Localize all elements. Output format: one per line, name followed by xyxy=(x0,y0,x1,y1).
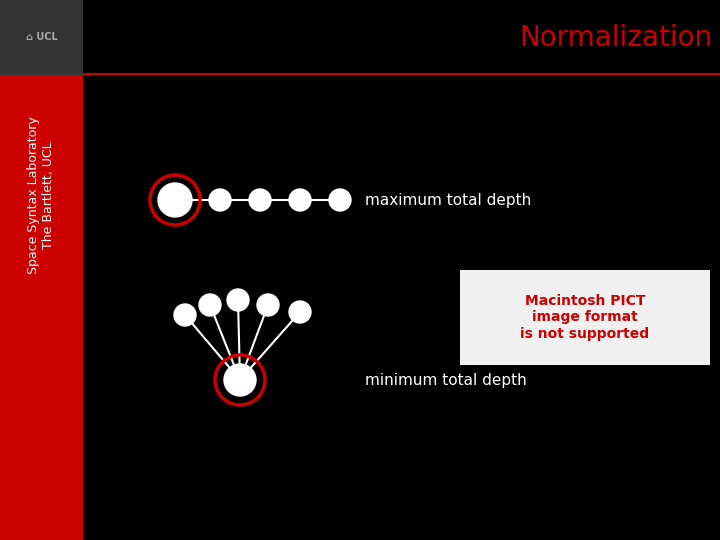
Text: minimum total depth: minimum total depth xyxy=(365,373,527,388)
Circle shape xyxy=(224,364,256,396)
Circle shape xyxy=(289,189,311,211)
Circle shape xyxy=(209,189,231,211)
Circle shape xyxy=(174,304,196,326)
Text: maximum total depth: maximum total depth xyxy=(365,192,531,207)
Circle shape xyxy=(249,189,271,211)
Text: Space Syntax Laboratory
The Bartlett, UCL: Space Syntax Laboratory The Bartlett, UC… xyxy=(27,116,55,274)
Bar xyxy=(0,75,83,540)
Circle shape xyxy=(158,183,192,217)
Bar xyxy=(0,0,83,75)
Bar xyxy=(460,270,710,365)
Text: Normalization: Normalization xyxy=(519,24,712,51)
Circle shape xyxy=(329,189,351,211)
Bar xyxy=(83,73,720,75)
Circle shape xyxy=(199,294,221,316)
Circle shape xyxy=(257,294,279,316)
Circle shape xyxy=(227,289,249,311)
Text: ⌂ UCL: ⌂ UCL xyxy=(26,32,58,43)
Text: Macintosh PICT
image format
is not supported: Macintosh PICT image format is not suppo… xyxy=(521,294,649,341)
Circle shape xyxy=(289,301,311,323)
